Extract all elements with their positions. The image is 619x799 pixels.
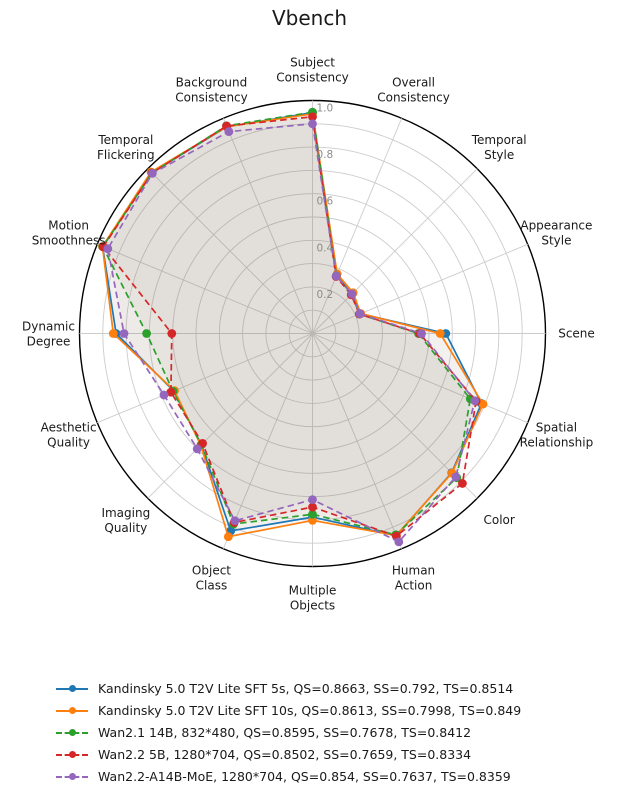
radial-tick-label: 0.2 — [317, 289, 334, 301]
category-label: Appearance Style — [520, 218, 592, 247]
category-label: Subject Consistency — [276, 56, 349, 85]
radar-tick-labels: 0.2 0.4 0.6 0.8 1.0 — [317, 103, 334, 301]
radar-spokes — [79, 100, 546, 567]
category-label: Aesthetic Quality — [41, 421, 97, 450]
legend-label: Wan2.2-A14B-MoE, 1280*704, QS=0.854, SS=… — [98, 769, 511, 784]
legend-label: Kandinsky 5.0 T2V Lite SFT 10s, QS=0.861… — [98, 703, 522, 718]
category-label: Imaging Quality — [101, 506, 150, 535]
chart-title: Vbench — [271, 6, 348, 30]
radial-tick-label: 0.6 — [317, 196, 334, 208]
series-4 — [103, 119, 480, 547]
legend-marker-icon — [56, 728, 88, 738]
category-label: Overall Consistency — [377, 76, 450, 105]
category-label: Object Class — [192, 563, 231, 592]
legend-item: Kandinsky 5.0 T2V Lite SFT 5s, QS=0.8663… — [56, 681, 616, 696]
legend-item: Wan2.1 14B, 832*480, QS=0.8595, SS=0.767… — [56, 725, 616, 740]
radar-series-lines — [98, 107, 488, 547]
radial-tick-label: 0.8 — [317, 149, 334, 161]
legend-marker-icon — [56, 772, 88, 782]
legend-marker-icon — [56, 750, 88, 760]
category-label: Motion Smoothness — [32, 218, 106, 247]
legend-item: Wan2.2 5B, 1280*704, QS=0.8502, SS=0.765… — [56, 747, 616, 762]
category-label: Scene — [558, 327, 595, 341]
legend-marker-icon — [56, 706, 88, 716]
legend-item: Wan2.2-A14B-MoE, 1280*704, QS=0.854, SS=… — [56, 769, 616, 784]
radar-category-labels: Subject Consistency Overall Consistency Temp… — [22, 56, 595, 613]
category-label: Human Action — [392, 563, 435, 592]
legend-marker-icon — [56, 684, 88, 694]
legend-label: Kandinsky 5.0 T2V Lite SFT 5s, QS=0.8663… — [98, 681, 514, 696]
category-label: Temporal Flickering — [97, 133, 155, 162]
legend-item: Kandinsky 5.0 T2V Lite SFT 10s, QS=0.861… — [56, 703, 616, 718]
category-label: Color — [484, 513, 515, 527]
radial-tick-label: 0.4 — [317, 242, 334, 254]
category-label: Dynamic Degree — [22, 320, 75, 349]
category-label: Background Consistency — [175, 76, 248, 105]
radar-chart: 0.2 0.4 0.6 0.8 1.0 Subject Consistency Overal… — [22, 56, 595, 613]
category-label: Multiple Objects — [289, 584, 337, 613]
legend: Kandinsky 5.0 T2V Lite SFT 5s, QS=0.8663… — [56, 681, 616, 784]
radial-tick-label: 1.0 — [317, 103, 334, 115]
category-label: Temporal Style — [471, 133, 527, 162]
category-label: Spatial Relationship — [520, 421, 594, 450]
legend-label: Wan2.2 5B, 1280*704, QS=0.8502, SS=0.765… — [98, 747, 472, 762]
legend-label: Wan2.1 14B, 832*480, QS=0.8595, SS=0.767… — [98, 725, 472, 740]
radar-series-fills — [102, 112, 484, 542]
